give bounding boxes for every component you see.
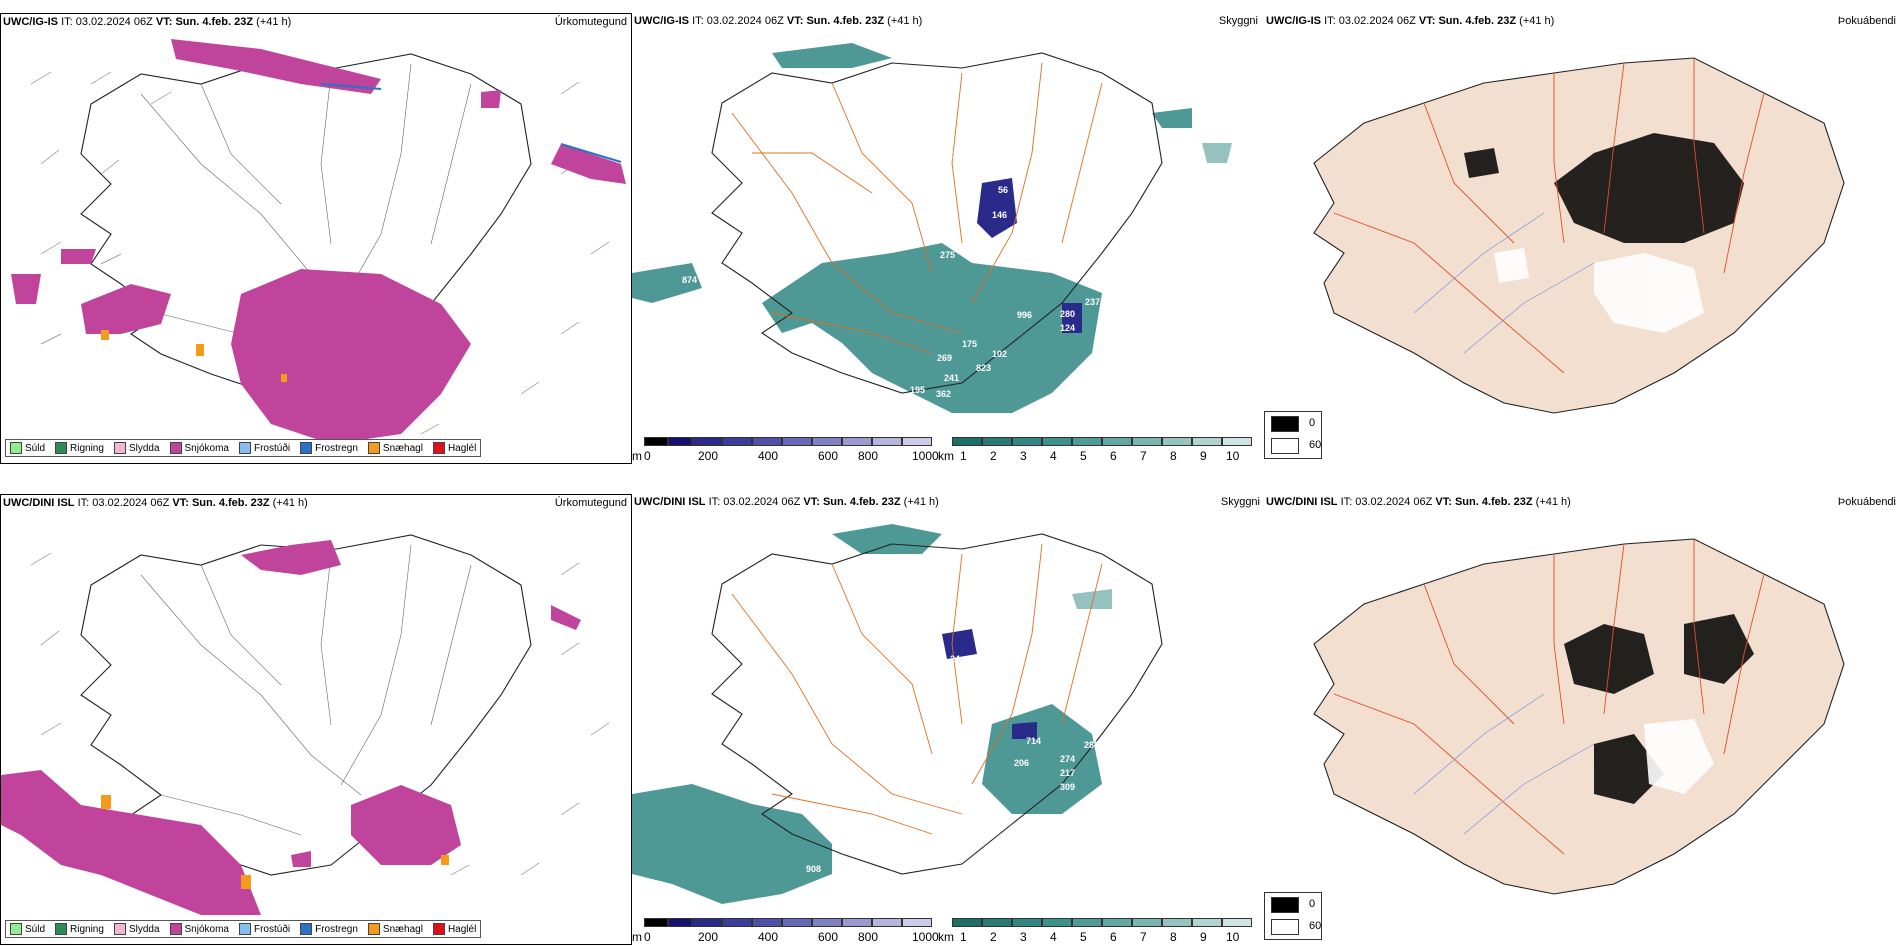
vis-label: 241 (944, 373, 959, 383)
fog-map-top (1313, 57, 1845, 414)
panel-title: Úrkomutegund (554, 16, 627, 28)
vis-label: 269 (937, 353, 952, 363)
panel-header: UWC/IG-IS IT: 03.02.2024 06Z VT: Sun. 4.… (634, 15, 923, 27)
vis-label: 253 (984, 696, 999, 706)
panel-header: UWC/DINI ISL IT: 03.02.2024 06Z VT: Sun.… (1266, 496, 1571, 508)
rivers (1413, 693, 1595, 835)
roads (140, 63, 472, 355)
vis-label: 714 (1026, 736, 1041, 746)
vis-label: 195 (910, 385, 925, 395)
fog-light-areas (1644, 719, 1714, 794)
precip-panel-bottom: UWC/DINI ISL IT: 03.02.2024 06Z VT: Sun.… (0, 494, 632, 945)
vis-label: 285 (1084, 740, 1099, 750)
frz-rain-edge (320, 83, 622, 163)
visibility-panel-top: 874 15 56 146 275 996 280 237 124 175 26… (632, 13, 1264, 464)
iceland-coastline (711, 52, 1163, 394)
visibility-panel-bottom: 510 302 16 24 253 714 285 274 217 206 30… (632, 494, 1264, 945)
visibility-areas (632, 524, 1112, 904)
precip-map-top (11, 39, 626, 444)
iceland-coastline (711, 533, 1163, 875)
fog-dark-areas (1464, 133, 1744, 243)
vis-label: 309 (1060, 782, 1075, 792)
fog-map-bottom (1313, 538, 1845, 895)
rivers (1413, 212, 1595, 354)
vis-label: 206 (1014, 758, 1029, 768)
vis-label: 280 (1060, 309, 1075, 319)
snow-pellets (101, 330, 287, 382)
panel-header: UWC/IG-IS IT: 03.02.2024 06Z VT: Sun. 4.… (3, 16, 292, 28)
low-visibility (942, 629, 1037, 739)
vis-label: 290 (936, 870, 951, 880)
fog-legend: 0 60 (1264, 411, 1322, 459)
panel-header: UWC/DINI ISL IT: 03.02.2024 06Z VT: Sun.… (3, 497, 308, 509)
vis-label: 874 (682, 275, 697, 285)
precip-map-bottom (1, 534, 610, 915)
vis-label: 823 (976, 363, 991, 373)
visibility-value-labels: 874 15 56 146 275 996 280 237 124 175 26… (682, 150, 1100, 399)
vis-label: 237 (1085, 297, 1100, 307)
vis-label: 274 (1060, 754, 1075, 764)
low-visibility (977, 178, 1082, 333)
roads (140, 544, 472, 836)
vis-label: 175 (962, 339, 977, 349)
vis-label: 24 (950, 654, 960, 664)
vis-label: 16 (942, 621, 952, 631)
panel-title: Þokuábendi (1837, 496, 1896, 508)
vis-label: 362 (936, 389, 951, 399)
precip-panel-top: UWC/IG-IS IT: 03.02.2024 06Z VT: Sun. 4.… (0, 13, 632, 464)
fog-panel-top: UWC/IG-IS IT: 03.02.2024 06Z VT: Sun. 4.… (1264, 13, 1900, 464)
snow-areas (11, 39, 626, 444)
panel-title: Skyggni (1220, 496, 1260, 508)
roads (1333, 539, 1765, 855)
roads (731, 62, 1103, 354)
vis-label: 302 (997, 581, 1012, 591)
iceland-coastline (80, 534, 532, 876)
roads (1333, 58, 1765, 374)
panel-header: UWC/DINI ISL IT: 03.02.2024 06Z VT: Sun.… (634, 496, 939, 508)
vis-label: 275 (940, 250, 955, 260)
wind-barbs (30, 552, 610, 876)
panel-title: Þokuábendi (1837, 15, 1896, 27)
visibility-value-labels: 510 302 16 24 253 714 285 274 217 206 30… (806, 571, 1099, 880)
panel-title: Skyggni (1218, 15, 1258, 27)
visibility-map-bottom: 510 302 16 24 253 714 285 274 217 206 30… (632, 524, 1163, 904)
snow-pellets (101, 795, 449, 889)
vis-label: 146 (992, 210, 1007, 220)
panel-title: Úrkomutegund (554, 497, 627, 509)
panel-header: UWC/IG-IS IT: 03.02.2024 06Z VT: Sun. 4.… (1266, 15, 1555, 27)
vis-label: 56 (998, 185, 1008, 195)
precip-type-legend: Súld Rigning Slydda Snjókoma Frostúði Fr… (5, 439, 482, 457)
precip-type-legend: Súld Rigning Slydda Snjókoma Frostúði Fr… (5, 920, 482, 938)
visibility-colorbar: m 0 200 400 600 800 1000 km 1 2 3 4 5 6 … (632, 918, 1264, 944)
vis-label: 510 (972, 571, 987, 581)
vis-label: 996 (1017, 310, 1032, 320)
vis-label: 908 (806, 864, 821, 874)
vis-label: 102 (992, 349, 1007, 359)
fog-panel-bottom: UWC/DINI ISL IT: 03.02.2024 06Z VT: Sun.… (1264, 494, 1900, 945)
visibility-colorbar: m 0 200 400 600 800 1000 km 1 2 3 4 5 6 … (632, 437, 1264, 463)
fog-legend: 0 60 (1264, 892, 1322, 940)
snow-areas (1, 540, 581, 915)
vis-label: 15 (948, 150, 958, 160)
visibility-map-top: 874 15 56 146 275 996 280 237 124 175 26… (632, 43, 1232, 413)
roads (731, 543, 1103, 835)
fog-light-areas (1494, 248, 1704, 333)
visibility-areas (632, 43, 1232, 413)
vis-label: 217 (1060, 768, 1075, 778)
vis-label: 124 (1060, 323, 1075, 333)
